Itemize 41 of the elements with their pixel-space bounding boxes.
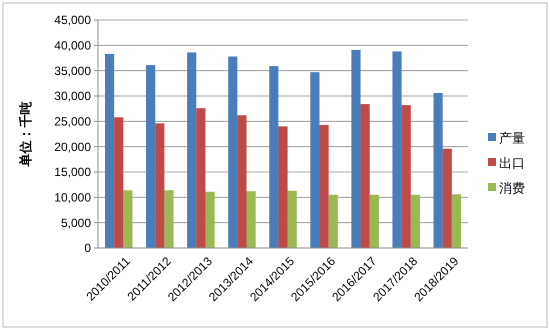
- bar: [360, 104, 370, 248]
- bar: [155, 123, 164, 248]
- bar: [269, 66, 278, 248]
- y-tick-label: 0: [84, 241, 92, 256]
- bar: [319, 124, 329, 248]
- legend-label: 消费: [499, 180, 525, 196]
- bar: [164, 190, 174, 248]
- bar: [205, 192, 215, 248]
- y-tick-label: 45,000: [54, 13, 92, 28]
- bar: [392, 51, 402, 248]
- bar: [196, 108, 206, 248]
- legend-label: 产量: [499, 130, 525, 146]
- y-tick-label: 25,000: [54, 114, 92, 129]
- bar: [442, 148, 452, 248]
- bar: [351, 50, 361, 248]
- bar: [370, 194, 379, 248]
- bar: [288, 190, 297, 248]
- y-tick-label: 30,000: [54, 89, 92, 104]
- bar: [104, 54, 114, 248]
- bar: [434, 92, 443, 248]
- y-tick-label: 40,000: [54, 38, 92, 53]
- y-tick-label: 20,000: [54, 140, 92, 154]
- bar: [146, 65, 156, 248]
- bar: [114, 117, 124, 248]
- bar: [187, 52, 196, 248]
- y-tick-label: 10,000: [54, 190, 92, 205]
- legend-label: 出口: [499, 156, 525, 171]
- bar: [246, 191, 256, 248]
- bar: [452, 194, 462, 248]
- bar: [237, 115, 247, 248]
- bar: [278, 126, 288, 248]
- y-axis-title: 单位：千吨: [18, 102, 33, 168]
- y-tick-label: 35,000: [54, 64, 92, 78]
- bar: [410, 194, 420, 248]
- bar: [228, 56, 238, 248]
- y-tick-label: 15,000: [54, 165, 92, 180]
- y-tick-label: 5,000: [60, 216, 92, 230]
- bar: [310, 72, 320, 248]
- bar: [402, 105, 411, 248]
- bar: [123, 190, 132, 248]
- bar: [328, 194, 338, 248]
